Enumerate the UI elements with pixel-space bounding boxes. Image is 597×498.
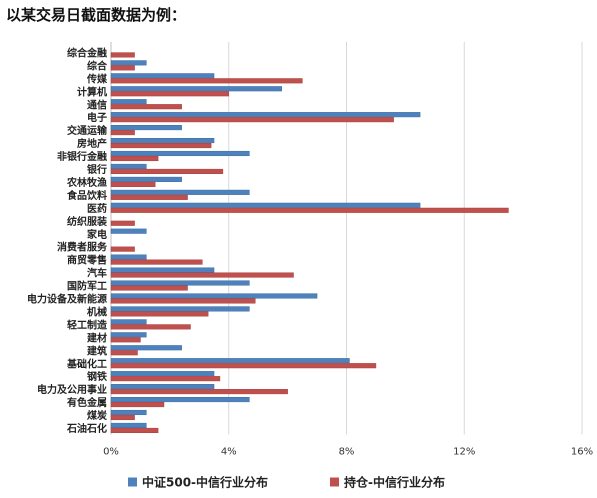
category-label: 石油石化 (66, 422, 107, 435)
category-label: 综合 (87, 59, 108, 72)
bar (110, 228, 147, 234)
category-label: 电力及公用事业 (37, 383, 107, 396)
category-label: 有色金属 (67, 396, 107, 409)
bar (110, 414, 135, 421)
bar (110, 112, 421, 118)
legend-swatch (330, 477, 339, 487)
x-tick-label: 12% (453, 447, 475, 458)
category-label: 传媒 (86, 72, 108, 85)
bar (110, 194, 188, 200)
bar (110, 293, 318, 299)
bar (110, 202, 421, 208)
category-label: 银行 (87, 163, 107, 176)
category-label: 机械 (87, 305, 107, 318)
bar (110, 73, 215, 79)
bar (110, 409, 147, 416)
bar (110, 52, 135, 58)
category-label: 国防军工 (67, 280, 107, 293)
bar (110, 168, 224, 174)
bar (110, 246, 135, 252)
category-label: 基础化工 (66, 357, 107, 370)
category-label: 建筑 (86, 344, 107, 357)
bar (110, 163, 147, 169)
bar (110, 285, 188, 291)
bar (110, 311, 209, 317)
bar (110, 402, 165, 408)
category-label: 通信 (87, 98, 107, 111)
bar (110, 384, 215, 390)
bar (110, 324, 191, 330)
x-tick-label: 16% (571, 447, 593, 458)
legend-label: 中证500-中信行业分布 (142, 475, 268, 490)
category-label: 纺织服装 (67, 215, 107, 228)
x-tick-label: 0% (103, 447, 119, 458)
bar (110, 358, 350, 364)
category-label: 食品饮料 (66, 189, 107, 202)
bar (110, 427, 159, 433)
bar (110, 376, 221, 382)
x-tick-label: 8% (339, 447, 355, 458)
bar (110, 332, 147, 338)
bar (110, 345, 182, 351)
category-label: 非银行金融 (57, 150, 107, 163)
bar (110, 104, 182, 110)
bar (110, 371, 215, 377)
bar (110, 155, 159, 162)
bar (110, 130, 135, 136)
category-label: 煤炭 (87, 409, 107, 422)
category-label: 医药 (87, 202, 107, 215)
bar (110, 86, 282, 92)
category-label: 交通运输 (67, 124, 108, 137)
category-label: 轻工制造 (67, 318, 108, 331)
bar (110, 143, 212, 149)
bar (110, 181, 156, 187)
x-tick-label: 4% (221, 447, 237, 458)
bar (110, 207, 509, 213)
category-label: 建材 (86, 331, 107, 344)
bar (110, 117, 394, 123)
bar (110, 78, 303, 84)
bar (110, 60, 147, 66)
category-label: 电力设备及新能源 (27, 293, 107, 306)
bar (110, 91, 229, 97)
bar (110, 397, 250, 403)
bar (110, 319, 147, 325)
bar (110, 150, 250, 157)
bar (110, 65, 135, 71)
page-title: 以某交易日截面数据为例： (6, 6, 187, 24)
bar (110, 422, 147, 428)
bar (110, 220, 135, 226)
bar (110, 99, 147, 105)
bar (110, 280, 250, 286)
bar (110, 189, 250, 195)
category-label: 汽车 (87, 267, 107, 280)
legend-swatch (128, 477, 137, 487)
bar (110, 138, 215, 144)
bar (110, 298, 256, 304)
bar (110, 125, 182, 131)
bar (110, 176, 182, 182)
bar (110, 259, 203, 265)
bar (110, 272, 294, 278)
category-label: 家电 (87, 228, 107, 241)
bar (110, 363, 377, 369)
category-label: 电子 (87, 111, 107, 124)
bar (110, 267, 215, 273)
bar (110, 254, 147, 260)
category-label: 综合金融 (67, 46, 107, 59)
bar (110, 389, 288, 395)
category-label: 钢铁 (87, 370, 107, 383)
category-label: 房地产 (77, 137, 107, 150)
bar (110, 306, 250, 312)
category-label: 计算机 (77, 85, 107, 98)
bar (110, 337, 141, 343)
category-label: 商贸零售 (67, 254, 107, 267)
bar (110, 350, 138, 356)
category-label: 消费者服务 (57, 241, 108, 254)
category-label: 农林牧渔 (66, 176, 107, 189)
legend-label: 持仓-中信行业分布 (344, 475, 445, 490)
